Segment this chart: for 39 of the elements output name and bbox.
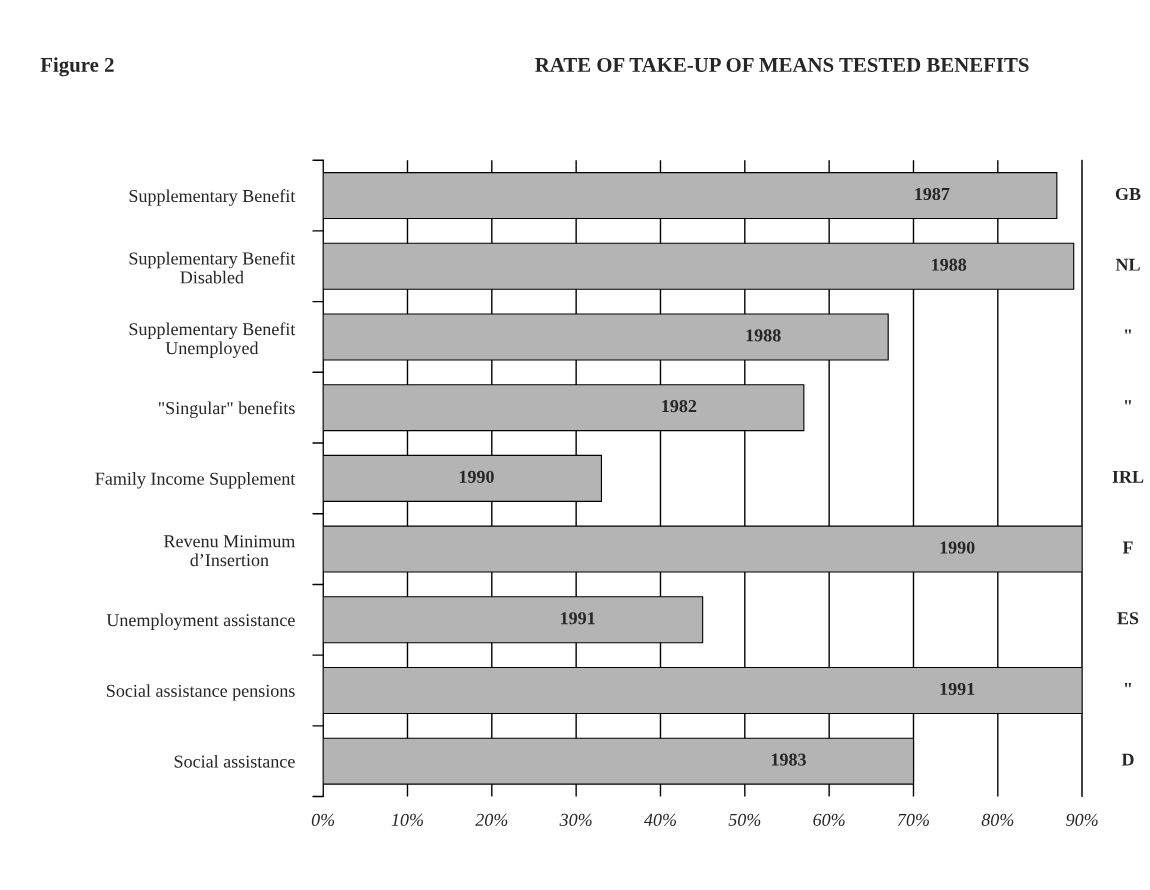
annotation: 1983 bbox=[771, 753, 806, 766]
y-tick-label: Social assistance bbox=[174, 754, 295, 768]
annotation: 1982 bbox=[662, 400, 697, 413]
annotation: 1990 bbox=[940, 541, 975, 554]
text: " bbox=[1124, 400, 1131, 405]
annotation: 1987 bbox=[915, 187, 950, 201]
text: D bbox=[1121, 753, 1134, 766]
x-tick-label: 10% bbox=[391, 813, 423, 826]
text: IRL bbox=[1112, 470, 1144, 483]
x-tick-label: 20% bbox=[475, 813, 508, 826]
annotation: 1988 bbox=[932, 258, 967, 271]
annotation: 1988 bbox=[746, 329, 781, 342]
x-tick-label: 80% bbox=[981, 813, 1014, 826]
x-tick-label: 70% bbox=[897, 813, 929, 826]
x-tick-label: 30% bbox=[559, 813, 592, 826]
text: " bbox=[1124, 329, 1131, 334]
text: " bbox=[1124, 683, 1131, 688]
annotation: 1991 bbox=[940, 682, 975, 696]
text: F bbox=[1122, 541, 1133, 554]
text: ES bbox=[1117, 612, 1139, 625]
y-tick-label: Revenu Minimum d’Insertion bbox=[163, 535, 296, 567]
text: GB bbox=[1115, 187, 1141, 201]
x-tick-label: 90% bbox=[1066, 813, 1098, 826]
y-tick-label: Supplementary Benefit Disabled bbox=[129, 251, 296, 284]
y-tick-label: Social assistance pensions bbox=[107, 684, 295, 701]
chart-title: RATE OF TAKE-UP OF MEANS TESTED BENEFITS bbox=[535, 57, 1029, 72]
x-tick-label: 60% bbox=[813, 813, 845, 826]
y-tick-label: "Singular" benefits bbox=[158, 401, 295, 418]
y-tick-label: Unemployment assistance bbox=[106, 613, 295, 630]
y-tick-label: Family Income Supplement bbox=[95, 472, 296, 489]
x-tick-label: 0% bbox=[311, 813, 335, 826]
text: NL bbox=[1115, 258, 1140, 271]
x-tick-label: 50% bbox=[728, 813, 761, 826]
annotation: 1990 bbox=[459, 470, 494, 483]
caption: Figure 2 bbox=[40, 57, 114, 77]
y-tick-label: Supplementary Benefit bbox=[129, 189, 296, 206]
x-tick-label: 40% bbox=[643, 813, 676, 826]
annotation: 1991 bbox=[561, 612, 595, 625]
y-tick-label: Supplementary Benefit Unemployed bbox=[129, 322, 296, 358]
